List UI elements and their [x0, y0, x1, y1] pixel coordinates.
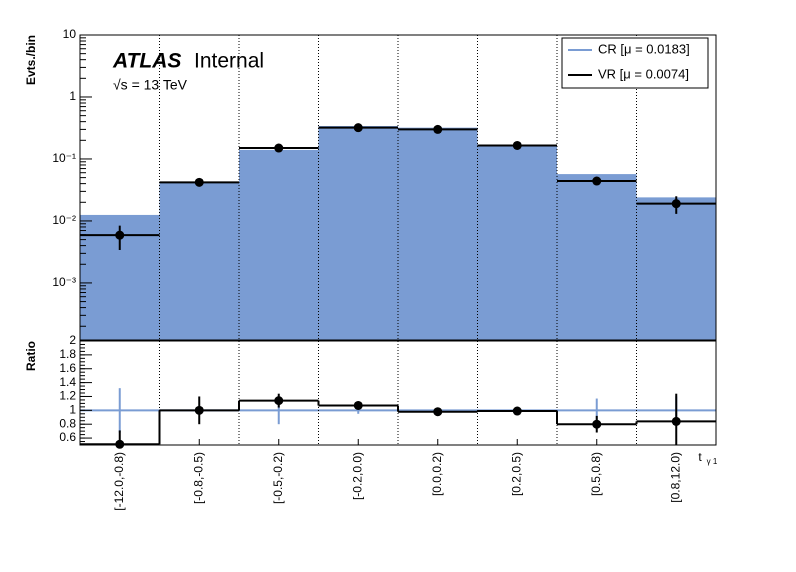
data-point [592, 419, 602, 429]
bar [636, 197, 716, 340]
y-tick-label: 1 [69, 403, 76, 417]
data-point [274, 396, 284, 406]
x-tick-label: [-0.5,-0.2) [271, 452, 285, 504]
legend-box [561, 37, 709, 89]
y-tick-label: 1.6 [59, 361, 76, 375]
data-point [512, 140, 522, 150]
x-axis-label-subscript: γ 1 [707, 457, 718, 466]
x-tick-label: [-0.2,0.0) [350, 452, 364, 500]
y-axis-label: Evts./bin [24, 35, 38, 85]
y-tick-label: 10⁻² [52, 213, 76, 227]
status-label: Internal [194, 50, 264, 73]
x-tick-label: [0.2,0.5) [509, 452, 523, 496]
data-point [353, 400, 363, 410]
bar [398, 127, 478, 340]
data-point [592, 176, 602, 186]
y-tick-label: 1.4 [59, 375, 76, 389]
energy-label: √s = 13 TeV [113, 77, 188, 93]
legend-label: VR [μ = 0.0074] [598, 66, 689, 81]
x-tick-label: [-0.8,-0.5) [191, 452, 205, 504]
data-point [194, 405, 204, 415]
x-tick-label: [-12.0,-0.8) [112, 452, 126, 511]
bar [477, 144, 557, 340]
legend-label: CR [μ = 0.0183] [598, 41, 690, 56]
data-point [671, 199, 681, 209]
bar [239, 149, 319, 340]
data-point [194, 177, 204, 187]
data-point [433, 124, 443, 134]
y-tick-label: 1.8 [59, 347, 76, 361]
bar [318, 126, 398, 341]
y-tick-label: 2 [69, 333, 76, 347]
x-tick-label: [0.8,12.0) [668, 452, 682, 503]
y-tick-label: 0.6 [59, 430, 76, 444]
y-axis-label: Ratio [24, 341, 38, 371]
plot-frame [79, 34, 717, 341]
y-tick-label: 10⁻¹ [52, 151, 76, 165]
bar [557, 174, 637, 340]
y-tick-label: 1.2 [59, 389, 76, 403]
data-point [433, 407, 443, 417]
y-tick-label: 0.8 [59, 416, 76, 430]
y-tick-label: 10 [63, 27, 77, 41]
data-point [353, 123, 363, 133]
data-point [512, 406, 522, 416]
data-point [671, 416, 681, 426]
x-axis-label: t [698, 450, 702, 464]
x-tick-label: [0.5,0.8) [589, 452, 603, 496]
y-tick-label: 1 [69, 89, 76, 103]
x-tick-label: [0.0,0.2) [430, 452, 444, 496]
bar [159, 182, 239, 340]
data-point [274, 143, 284, 153]
data-point [115, 230, 125, 240]
y-tick-label: 10⁻³ [52, 275, 76, 289]
atlas-label: ATLAS [112, 50, 181, 73]
